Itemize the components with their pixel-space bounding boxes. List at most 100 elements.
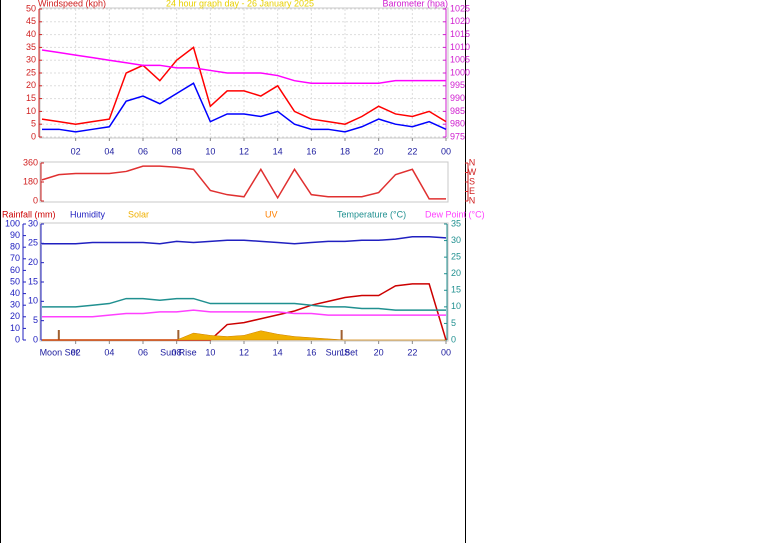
x-tick-label: 08	[172, 146, 182, 156]
chart-title: 24 hour graph day - 26 January 2025	[166, 0, 314, 8]
x-tick-label: 14	[273, 347, 283, 357]
y-tick-label: 360	[23, 157, 38, 167]
y-tick-label: 0	[451, 334, 456, 344]
x-tick-label: 10	[205, 146, 215, 156]
x-tick-label: 12	[239, 146, 249, 156]
x-tick-label: 20	[374, 347, 384, 357]
legend-label: Dew Point (°C)	[425, 209, 485, 219]
y-tick-label: 20	[28, 257, 38, 267]
y-tick-label: 30	[28, 218, 38, 228]
y-tick-label: 1020	[450, 16, 470, 26]
legend-label: Humidity	[70, 209, 106, 219]
y-tick-label: 10	[451, 301, 461, 311]
x-tick-label: 04	[104, 146, 114, 156]
y-tick-label: 40	[26, 29, 36, 39]
y-tick-label: 20	[26, 80, 36, 90]
y-tick-label: 45	[26, 16, 36, 26]
y-tick-label: W	[468, 167, 477, 177]
y-tick-label: 0	[15, 334, 20, 344]
x-tick-label: 04	[104, 347, 114, 357]
y-tick-label: 50	[26, 3, 36, 13]
legend-label: Solar	[128, 209, 149, 219]
y-tick-label: 5	[33, 315, 38, 325]
y-tick-label: 35	[26, 42, 36, 52]
x-tick-label: 18	[340, 347, 350, 357]
legend-label: Temperature (°C)	[337, 209, 406, 219]
y-tick-label: 30	[26, 55, 36, 65]
y-tick-label: 25	[451, 252, 461, 262]
y-tick-label: 25	[28, 238, 38, 248]
y-tick-label: 20	[10, 311, 20, 321]
event-label: Moon Set	[40, 347, 79, 357]
y-tick-label: 25	[26, 67, 36, 77]
x-tick-label: 00	[441, 146, 451, 156]
y-tick-label: 995	[450, 80, 465, 90]
plot-area	[39, 161, 449, 203]
x-tick-label: 06	[138, 347, 148, 357]
area	[42, 330, 446, 341]
y-tick-label: 90	[10, 230, 20, 240]
y-tick-label: 180	[23, 176, 38, 186]
y-tick-label: 1000	[450, 67, 470, 77]
x-tick-label: 22	[407, 347, 417, 357]
y-axis-title: Windspeed (kph)	[38, 0, 106, 8]
y-tick-label: E	[469, 186, 475, 196]
x-tick-label: 02	[71, 146, 81, 156]
line	[41, 49, 446, 84]
x-tick-label: 00	[441, 347, 451, 357]
legend-label: UV	[265, 209, 278, 219]
x-tick-label: 06	[138, 146, 148, 156]
line	[41, 46, 447, 125]
x-tick-label: 08	[172, 347, 182, 357]
y-tick-label: 15	[451, 285, 461, 295]
legend-label: Rainfall (mm)	[2, 209, 56, 219]
y-tick-label: 60	[10, 265, 20, 275]
y-tick-label: 0	[31, 131, 36, 141]
y-tick-label: N	[469, 195, 476, 205]
y-tick-label: 80	[10, 242, 20, 252]
x-tick-label: 12	[239, 347, 249, 357]
x-tick-label: 10	[205, 347, 215, 357]
y-tick-label: 5	[451, 318, 456, 328]
y-tick-label: S	[469, 176, 475, 186]
x-tick-label: 18	[340, 146, 350, 156]
event-label: Sun Rise	[160, 347, 197, 357]
y-tick-label: 10	[26, 106, 36, 116]
y-tick-label: 1015	[450, 29, 470, 39]
y-tick-label: 35	[451, 218, 461, 228]
x-tick-label: 16	[306, 347, 316, 357]
y2-axis-title: Barometer (hpa)	[382, 0, 448, 8]
y-tick-label: 0	[33, 195, 38, 205]
line	[42, 236, 447, 245]
y-tick-label: 70	[10, 253, 20, 263]
y-tick-label: N	[469, 157, 476, 167]
y-tick-label: 30	[451, 235, 461, 245]
y-tick-label: 30	[10, 300, 20, 310]
line	[42, 82, 447, 133]
y-tick-label: 0	[33, 334, 38, 344]
x-tick-label: 22	[407, 146, 417, 156]
y-tick-label: 975	[450, 131, 465, 141]
y-tick-label: 1025	[450, 3, 470, 13]
y-tick-label: 980	[450, 119, 465, 129]
y-tick-label: 100	[5, 218, 20, 228]
y-tick-label: 15	[28, 276, 38, 286]
line	[42, 297, 446, 311]
y-tick-label: 10	[28, 296, 38, 306]
x-tick-label: 16	[306, 146, 316, 156]
y-tick-label: 20	[451, 268, 461, 278]
y-tick-label: 990	[450, 93, 465, 103]
y-tick-label: 1005	[450, 55, 470, 65]
event-label: Sun Set	[326, 347, 359, 357]
y-tick-label: 15	[26, 93, 36, 103]
x-tick-label: 02	[71, 347, 81, 357]
line	[42, 309, 446, 318]
y-tick-label: 40	[10, 288, 20, 298]
y-tick-label: 985	[450, 106, 465, 116]
line	[41, 165, 446, 200]
x-tick-label: 20	[374, 146, 384, 156]
y-tick-label: 1010	[450, 42, 470, 52]
y-tick-label: 10	[10, 323, 20, 333]
x-tick-label: 14	[273, 146, 283, 156]
